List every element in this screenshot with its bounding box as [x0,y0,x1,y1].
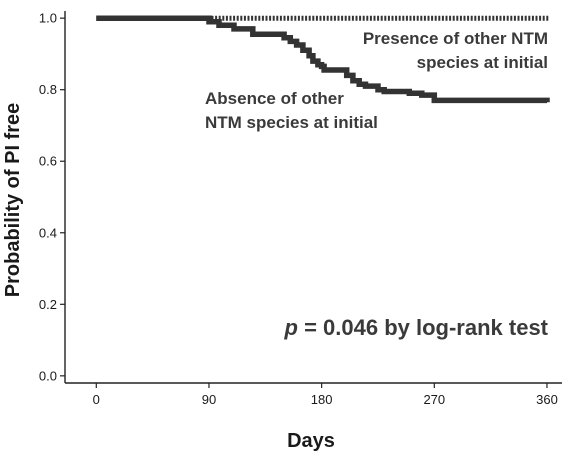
p-symbol: p [284,315,298,340]
x-axis-title: Days [287,430,335,452]
series-label-absence-line-1: Absence of other [205,89,344,108]
y-axis-title: Probability of PI free [2,103,24,297]
y-tick-label: 0.6 [39,154,57,169]
axes: 0.0 0.2 0.4 0.6 0.8 1.0 0 90 180 270 360 [39,11,562,407]
x-tick-label: 270 [423,392,445,407]
y-tick-label: 0.0 [39,368,57,383]
x-tick-label: 90 [202,392,216,407]
series-label-presence-line-1: Presence of other NTM [363,29,548,48]
series-group [96,15,550,104]
log-rank-annotation: p = 0.046 by log-rank test [284,315,549,340]
y-tick-label: 1.0 [39,11,57,26]
y-tick-label: 0.4 [39,225,57,240]
series-label-presence-line-2: species at initial [417,53,548,72]
x-tick-label: 360 [536,392,558,407]
y-tick-label: 0.2 [39,297,57,312]
labels-group: Probability of PI free Days Presence of … [2,29,549,452]
y-tick-label: 0.8 [39,82,57,97]
series-line-absence [96,15,550,104]
p-value-text: = 0.046 by log-rank test [298,315,549,340]
series-label-absence-line-2: NTM species at initial [205,113,378,132]
x-tick-label: 180 [311,392,333,407]
x-tick-label: 0 [93,392,100,407]
